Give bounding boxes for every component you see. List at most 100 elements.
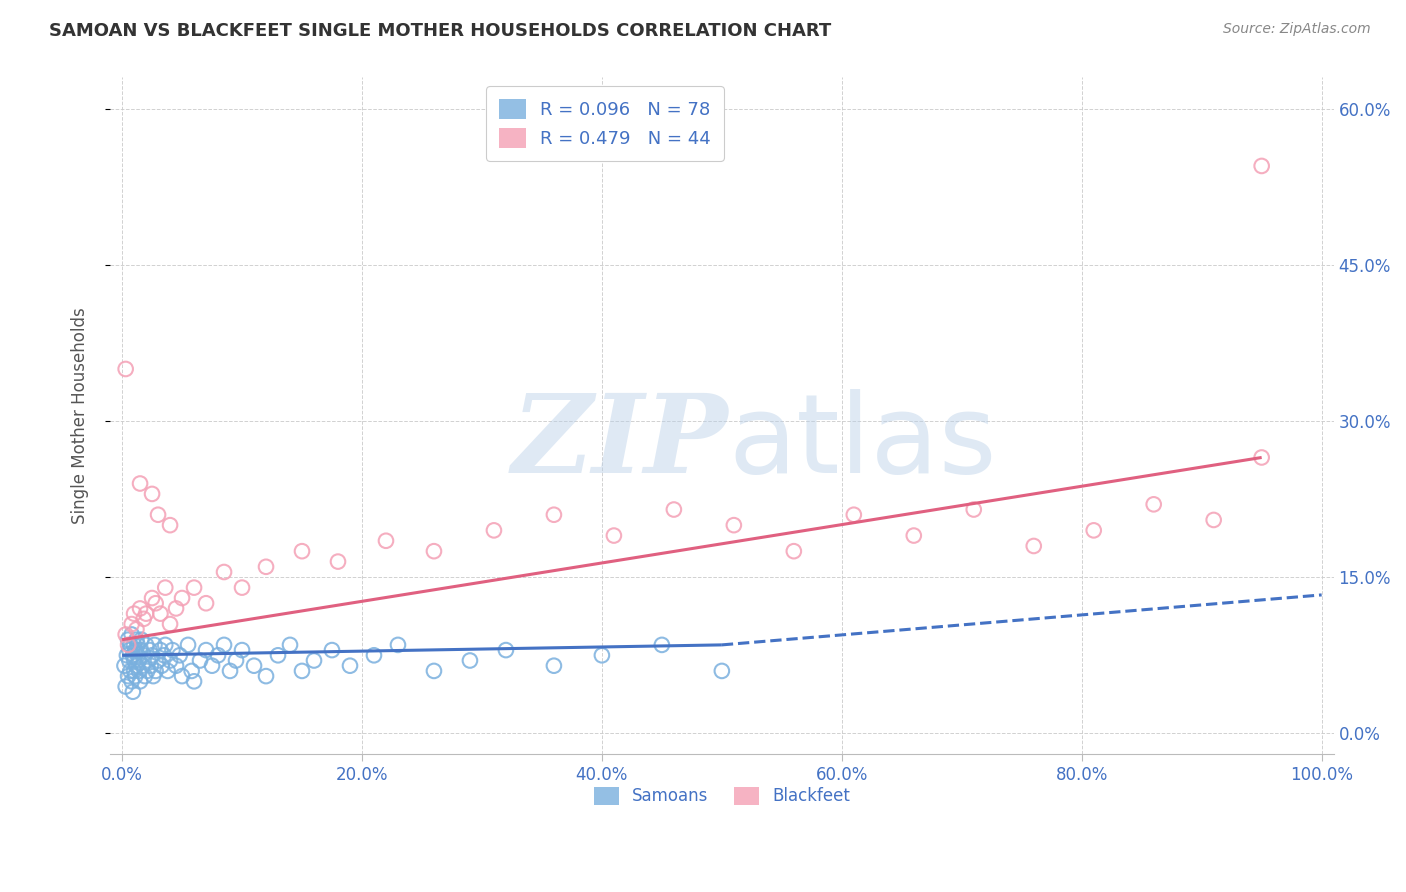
Point [302, 653, 325, 667]
Point [225, 653, 247, 667]
Point [124, 669, 146, 683]
Point [121, 684, 143, 698]
Point [129, 632, 152, 647]
Point [495, 643, 517, 657]
Point [783, 544, 806, 558]
Point [291, 664, 314, 678]
Point [129, 476, 152, 491]
Point [135, 638, 157, 652]
Point [591, 648, 613, 663]
Point [219, 664, 242, 678]
Point [138, 653, 160, 667]
Point [375, 533, 398, 548]
Point [231, 643, 253, 657]
Point [212, 638, 235, 652]
Point [141, 487, 163, 501]
Point [195, 643, 218, 657]
Point [195, 596, 218, 610]
Point [153, 648, 176, 663]
Point [278, 638, 301, 652]
Point [128, 653, 150, 667]
Point [132, 648, 155, 663]
Point [159, 617, 181, 632]
Point [121, 648, 143, 663]
Point [149, 607, 172, 621]
Point [170, 669, 193, 683]
Point [117, 632, 139, 647]
Point [136, 664, 159, 678]
Point [423, 544, 446, 558]
Point [146, 653, 169, 667]
Point [188, 653, 211, 667]
Point [117, 669, 139, 683]
Point [143, 638, 166, 652]
Point [129, 674, 152, 689]
Point [122, 664, 145, 678]
Point [387, 638, 409, 652]
Point [159, 518, 181, 533]
Point [231, 581, 253, 595]
Point [155, 581, 177, 595]
Point [326, 555, 349, 569]
Text: atlas: atlas [728, 390, 997, 496]
Point [662, 502, 685, 516]
Text: SAMOAN VS BLACKFEET SINGLE MOTHER HOUSEHOLDS CORRELATION CHART: SAMOAN VS BLACKFEET SINGLE MOTHER HOUSEH… [49, 22, 831, 40]
Point [1202, 513, 1225, 527]
Point [723, 518, 745, 533]
Point [162, 643, 184, 657]
Point [145, 664, 167, 678]
Point [321, 643, 343, 657]
Point [963, 502, 986, 516]
Point [141, 648, 163, 663]
Point [458, 653, 481, 667]
Point [363, 648, 385, 663]
Point [114, 362, 136, 376]
Point [125, 632, 148, 647]
Point [1022, 539, 1045, 553]
Point [423, 664, 446, 678]
Point [183, 581, 205, 595]
Point [142, 669, 165, 683]
Point [122, 638, 145, 652]
Point [141, 591, 163, 605]
Point [254, 669, 277, 683]
Point [482, 524, 505, 538]
Legend: Samoans, Blackfeet: Samoans, Blackfeet [585, 778, 858, 814]
Point [122, 653, 145, 667]
Point [267, 648, 290, 663]
Point [121, 674, 143, 689]
Point [122, 607, 145, 621]
Point [121, 627, 143, 641]
Point [710, 664, 733, 678]
Point [135, 607, 157, 621]
Point [127, 648, 149, 663]
Point [180, 664, 202, 678]
Point [149, 643, 172, 657]
Point [125, 622, 148, 636]
Point [118, 643, 141, 657]
Point [165, 658, 187, 673]
Point [159, 653, 181, 667]
Point [114, 680, 136, 694]
Point [114, 658, 136, 673]
Point [127, 638, 149, 652]
Point [114, 627, 136, 641]
Point [169, 648, 191, 663]
Point [1250, 450, 1272, 465]
Point [129, 601, 152, 615]
Point [243, 658, 266, 673]
Point [118, 653, 141, 667]
Point [177, 638, 200, 652]
Point [120, 664, 142, 678]
Y-axis label: Single Mother Households: Single Mother Households [72, 308, 89, 524]
Point [124, 643, 146, 657]
Point [138, 643, 160, 657]
Point [145, 596, 167, 610]
Point [339, 658, 361, 673]
Point [254, 559, 277, 574]
Point [134, 669, 156, 683]
Point [543, 658, 565, 673]
Point [131, 658, 153, 673]
Point [150, 658, 173, 673]
Point [651, 638, 673, 652]
